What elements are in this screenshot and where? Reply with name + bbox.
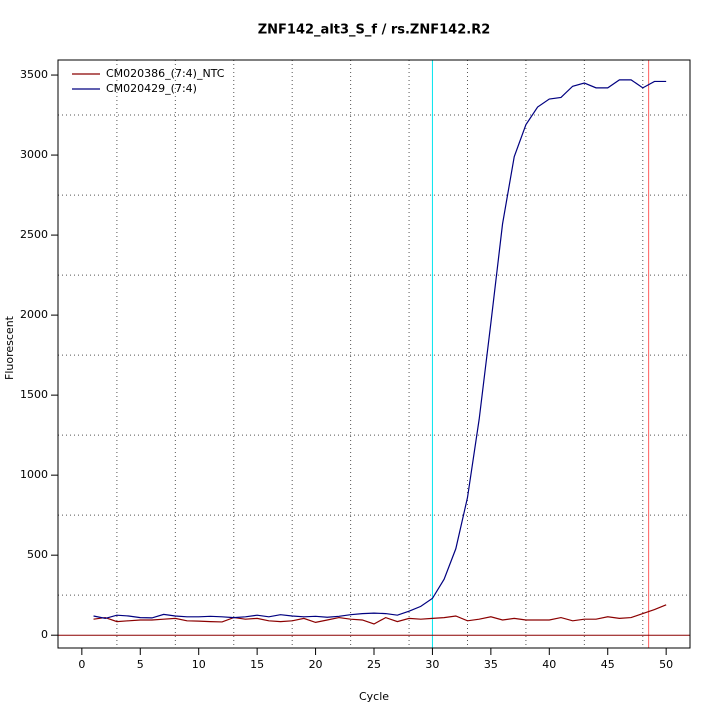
y-tick-label: 2500 <box>20 228 48 241</box>
y-axis-label: Fluorescent <box>3 315 16 380</box>
x-tick-label: 15 <box>250 658 264 671</box>
chart-title: ZNF142_alt3_S_f / rs.ZNF142.R2 <box>258 23 491 38</box>
x-tick-label: 30 <box>425 658 439 671</box>
series-line <box>93 604 667 625</box>
y-tick-label: 500 <box>27 548 48 561</box>
x-tick-label: 50 <box>659 658 673 671</box>
x-tick-label: 0 <box>78 658 85 671</box>
x-tick-label: 25 <box>367 658 381 671</box>
y-tick-label: 1000 <box>20 468 48 481</box>
y-tick-label: 3000 <box>20 148 48 161</box>
series-line <box>93 79 667 620</box>
x-axis-label: Cycle <box>359 690 389 703</box>
y-tick-label: 1500 <box>20 388 48 401</box>
x-tick-label: 45 <box>601 658 615 671</box>
x-tick-label: 35 <box>484 658 498 671</box>
legend-label: CM020386_(7:4)_NTC <box>106 67 225 80</box>
x-tick-label: 10 <box>192 658 206 671</box>
legend-label: CM020429_(7:4) <box>106 82 197 95</box>
x-tick-label: 40 <box>542 658 556 671</box>
plot-frame <box>57 59 691 649</box>
x-tick-label: 20 <box>309 658 323 671</box>
y-tick-label: 2000 <box>20 308 48 321</box>
y-tick-label: 3500 <box>20 68 48 81</box>
x-tick-label: 5 <box>137 658 144 671</box>
y-tick-label: 0 <box>41 628 48 641</box>
